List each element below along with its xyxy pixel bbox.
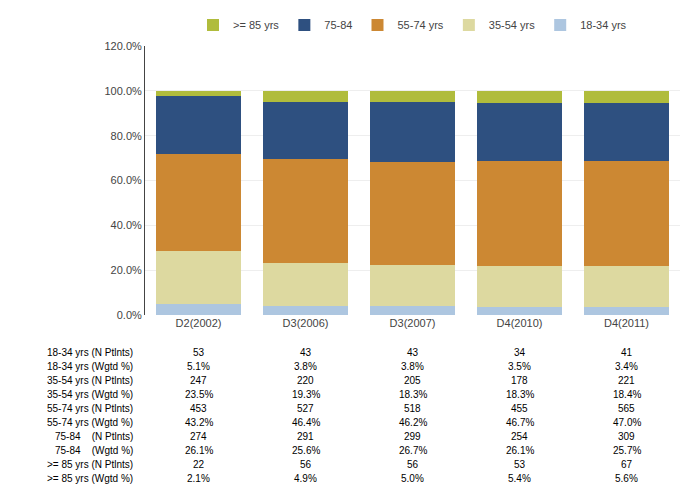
svg-text:67: 67: [621, 459, 633, 470]
svg-text:5.1%: 5.1%: [187, 361, 210, 372]
svg-text:518: 518: [404, 403, 421, 414]
svg-text:56: 56: [407, 459, 419, 470]
svg-text:220: 220: [297, 375, 314, 386]
svg-text:3.8%: 3.8%: [294, 361, 317, 372]
svg-text:55-74 yrs (N Ptlnts): 55-74 yrs (N Ptlnts): [47, 403, 133, 414]
svg-text:178: 178: [511, 375, 528, 386]
svg-text:46.4%: 46.4%: [292, 417, 320, 428]
svg-text:26.1%: 26.1%: [185, 445, 213, 456]
svg-text:35-54 yrs (Wgtd %): 35-54 yrs (Wgtd %): [47, 389, 133, 400]
svg-text:34: 34: [514, 347, 526, 358]
svg-text:18-34 yrs (N Ptlnts): 18-34 yrs (N Ptlnts): [47, 347, 133, 358]
svg-text:80.0%: 80.0%: [111, 130, 142, 142]
svg-text:53: 53: [514, 459, 526, 470]
svg-text:0.0%: 0.0%: [117, 309, 142, 321]
svg-text:20.0%: 20.0%: [111, 264, 142, 276]
svg-text:55-74 yrs: 55-74 yrs: [397, 19, 443, 31]
svg-text:254: 254: [511, 431, 528, 442]
svg-text:18-34 yrs (Wgtd %): 18-34 yrs (Wgtd %): [47, 361, 133, 372]
svg-text:18-34 yrs: 18-34 yrs: [580, 19, 626, 31]
svg-text:5.4%: 5.4%: [508, 473, 531, 484]
svg-text:25.7%: 25.7%: [613, 445, 641, 456]
svg-text:100.0%: 100.0%: [104, 85, 142, 97]
svg-text:35-54 yrs (N Ptlnts): 35-54 yrs (N Ptlnts): [47, 375, 133, 386]
svg-text:299: 299: [404, 431, 421, 442]
svg-text:75-84 (N Ptlnts): 75-84 (N Ptlnts): [55, 431, 133, 442]
svg-text:75-84: 75-84: [324, 19, 352, 31]
svg-text:47.0%: 47.0%: [613, 417, 641, 428]
svg-text:55-74 yrs (Wgtd %): 55-74 yrs (Wgtd %): [47, 417, 133, 428]
svg-text:18.4%: 18.4%: [613, 389, 641, 400]
svg-text:19.3%: 19.3%: [292, 389, 320, 400]
svg-text:>= 85 yrs (Wgtd %): >= 85 yrs (Wgtd %): [47, 473, 133, 484]
svg-text:25.6%: 25.6%: [292, 445, 320, 456]
svg-text:D3(2006): D3(2006): [283, 317, 329, 329]
svg-text:565: 565: [618, 403, 635, 414]
svg-text:3.8%: 3.8%: [401, 361, 424, 372]
svg-text:4.9%: 4.9%: [294, 473, 317, 484]
svg-text:221: 221: [618, 375, 635, 386]
svg-text:18.3%: 18.3%: [399, 389, 427, 400]
svg-text:43: 43: [300, 347, 312, 358]
svg-text:46.2%: 46.2%: [399, 417, 427, 428]
svg-text:5.0%: 5.0%: [401, 473, 424, 484]
svg-text:75-84 (Wgtd %): 75-84 (Wgtd %): [55, 445, 133, 456]
svg-text:43: 43: [407, 347, 419, 358]
svg-text:18.3%: 18.3%: [506, 389, 534, 400]
svg-text:527: 527: [297, 403, 314, 414]
svg-text:41: 41: [621, 347, 633, 358]
svg-text:274: 274: [190, 431, 207, 442]
svg-text:53: 53: [193, 347, 205, 358]
svg-text:455: 455: [511, 403, 528, 414]
svg-text:>= 85 yrs (N Ptlnts): >= 85 yrs (N Ptlnts): [47, 459, 133, 470]
svg-text:43.2%: 43.2%: [185, 417, 213, 428]
svg-text:309: 309: [618, 431, 635, 442]
svg-text:205: 205: [404, 375, 421, 386]
svg-text:453: 453: [190, 403, 207, 414]
svg-text:26.7%: 26.7%: [399, 445, 427, 456]
svg-text:3.4%: 3.4%: [615, 361, 638, 372]
svg-text:5.6%: 5.6%: [615, 473, 638, 484]
svg-text:40.0%: 40.0%: [111, 219, 142, 231]
svg-text:D2(2002): D2(2002): [176, 317, 222, 329]
svg-text:D4(2011): D4(2011): [604, 317, 649, 329]
svg-text:247: 247: [190, 375, 207, 386]
svg-text:D4(2010): D4(2010): [497, 317, 543, 329]
svg-text:120.0%: 120.0%: [104, 40, 142, 52]
svg-text:291: 291: [297, 431, 314, 442]
svg-text:2.1%: 2.1%: [187, 473, 210, 484]
svg-text:35-54 yrs: 35-54 yrs: [489, 19, 535, 31]
svg-text:3.5%: 3.5%: [508, 361, 531, 372]
svg-text:46.7%: 46.7%: [506, 417, 534, 428]
svg-text:>= 85 yrs: >= 85 yrs: [233, 19, 279, 31]
svg-text:D3(2007): D3(2007): [390, 317, 436, 329]
svg-text:60.0%: 60.0%: [111, 174, 142, 186]
svg-text:56: 56: [300, 459, 312, 470]
svg-text:23.5%: 23.5%: [185, 389, 213, 400]
svg-text:22: 22: [193, 459, 205, 470]
svg-text:26.1%: 26.1%: [506, 445, 534, 456]
